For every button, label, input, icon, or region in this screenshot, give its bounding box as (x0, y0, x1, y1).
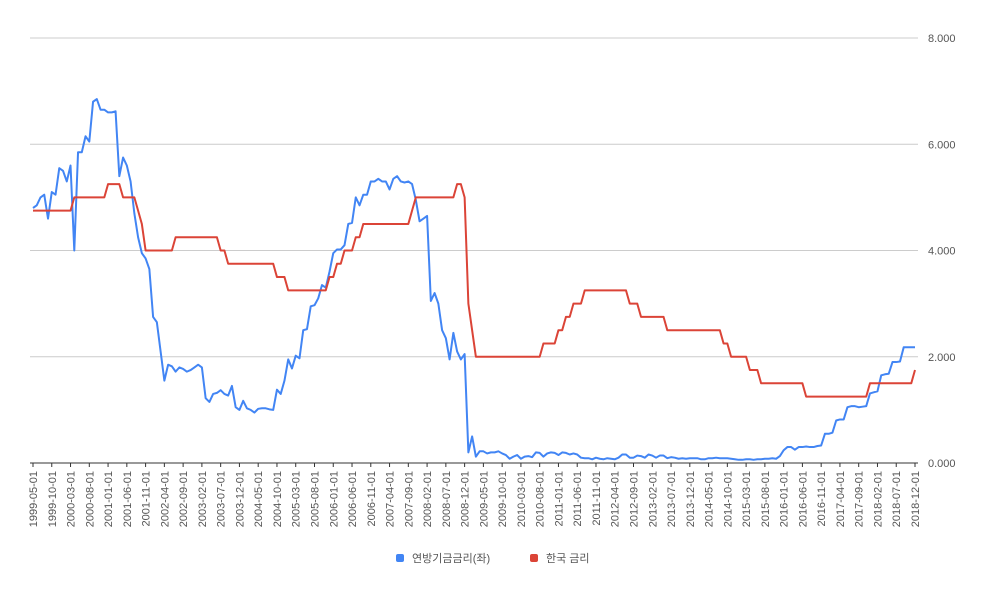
legend-swatch (396, 554, 404, 562)
x-tick-label: 2018-02-01 (872, 471, 884, 527)
x-tick-label: 2002-04-01 (159, 471, 171, 527)
x-tick-label: 2001-01-01 (103, 471, 115, 527)
x-tick-label: 2003-12-01 (234, 471, 246, 527)
x-tick-label: 2011-06-01 (572, 471, 584, 526)
x-tick-label: 2012-09-01 (629, 471, 641, 527)
x-tick-label: 2001-06-01 (122, 471, 134, 527)
legend-swatch (530, 554, 538, 562)
x-tick-label: 2009-05-01 (478, 471, 490, 527)
x-tick-label: 2013-02-01 (647, 471, 659, 527)
x-tick-label: 2008-12-01 (460, 471, 472, 527)
legend-label: 연방기금금리(좌) (412, 552, 490, 565)
legend-label: 한국 금리 (546, 552, 590, 565)
x-tick-label: 2016-11-01 (816, 471, 828, 526)
y-tick-label: 0.000 (928, 458, 956, 470)
x-tick-label: 1999-10-01 (47, 471, 59, 527)
x-tick-label: 2016-06-01 (797, 471, 809, 527)
x-tick-label: 2005-08-01 (309, 471, 321, 527)
x-tick-label: 2010-03-01 (516, 471, 528, 527)
y-tick-label: 4.000 (928, 246, 956, 258)
x-tick-label: 2008-02-01 (422, 471, 434, 527)
x-tick-label: 2018-07-01 (891, 471, 903, 527)
x-tick-label: 2004-10-01 (272, 471, 284, 527)
y-tick-label: 8.000 (928, 33, 956, 45)
x-tick-label: 2014-10-01 (722, 471, 734, 527)
x-tick-label: 2010-08-01 (535, 471, 547, 527)
x-tick-label: 2000-08-01 (84, 471, 96, 527)
x-tick-label: 2002-09-01 (178, 471, 190, 527)
x-tick-label: 2003-02-01 (197, 471, 209, 527)
y-tick-label: 2.000 (928, 352, 956, 364)
x-tick-label: 2006-11-01 (366, 471, 378, 526)
y-tick-label: 6.000 (928, 139, 956, 151)
x-tick-label: 2015-03-01 (741, 471, 753, 527)
x-tick-label: 2008-07-01 (441, 471, 453, 527)
x-tick-label: 2001-11-01 (141, 471, 153, 526)
x-tick-label: 2003-07-01 (216, 471, 228, 527)
x-tick-label: 2006-01-01 (328, 471, 340, 527)
x-tick-label: 2013-12-01 (685, 471, 697, 527)
x-tick-label: 2006-06-01 (347, 471, 359, 527)
series-line (32, 98, 915, 461)
x-tick-label: 2015-08-01 (760, 471, 772, 527)
x-tick-label: 2012-04-01 (610, 471, 622, 527)
x-tick-label: 2017-09-01 (854, 471, 866, 527)
x-tick-label: 2011-01-01 (553, 471, 565, 526)
x-tick-label: 2018-12-01 (910, 471, 922, 527)
x-tick-label: 2005-03-01 (291, 471, 303, 527)
x-tick-label: 2004-05-01 (253, 471, 265, 527)
x-tick-label: 2013-07-01 (666, 471, 678, 527)
legend: 연방기금금리(좌) 한국 금리 (396, 552, 590, 565)
x-tick-label: 2016-01-01 (779, 471, 791, 527)
series-line (33, 183, 916, 398)
x-tick-label: 2011-11-01 (591, 471, 603, 526)
x-tick-label: 2007-04-01 (385, 471, 397, 527)
x-tick-label: 1999-05-01 (28, 471, 40, 527)
x-tick-label: 2007-09-01 (403, 471, 415, 527)
x-tick-label: 2017-04-01 (835, 471, 847, 527)
x-tick-label: 2009-10-01 (497, 471, 509, 527)
x-tick-label: 2014-05-01 (704, 471, 716, 527)
x-tick-label: 2000-03-01 (66, 471, 78, 527)
